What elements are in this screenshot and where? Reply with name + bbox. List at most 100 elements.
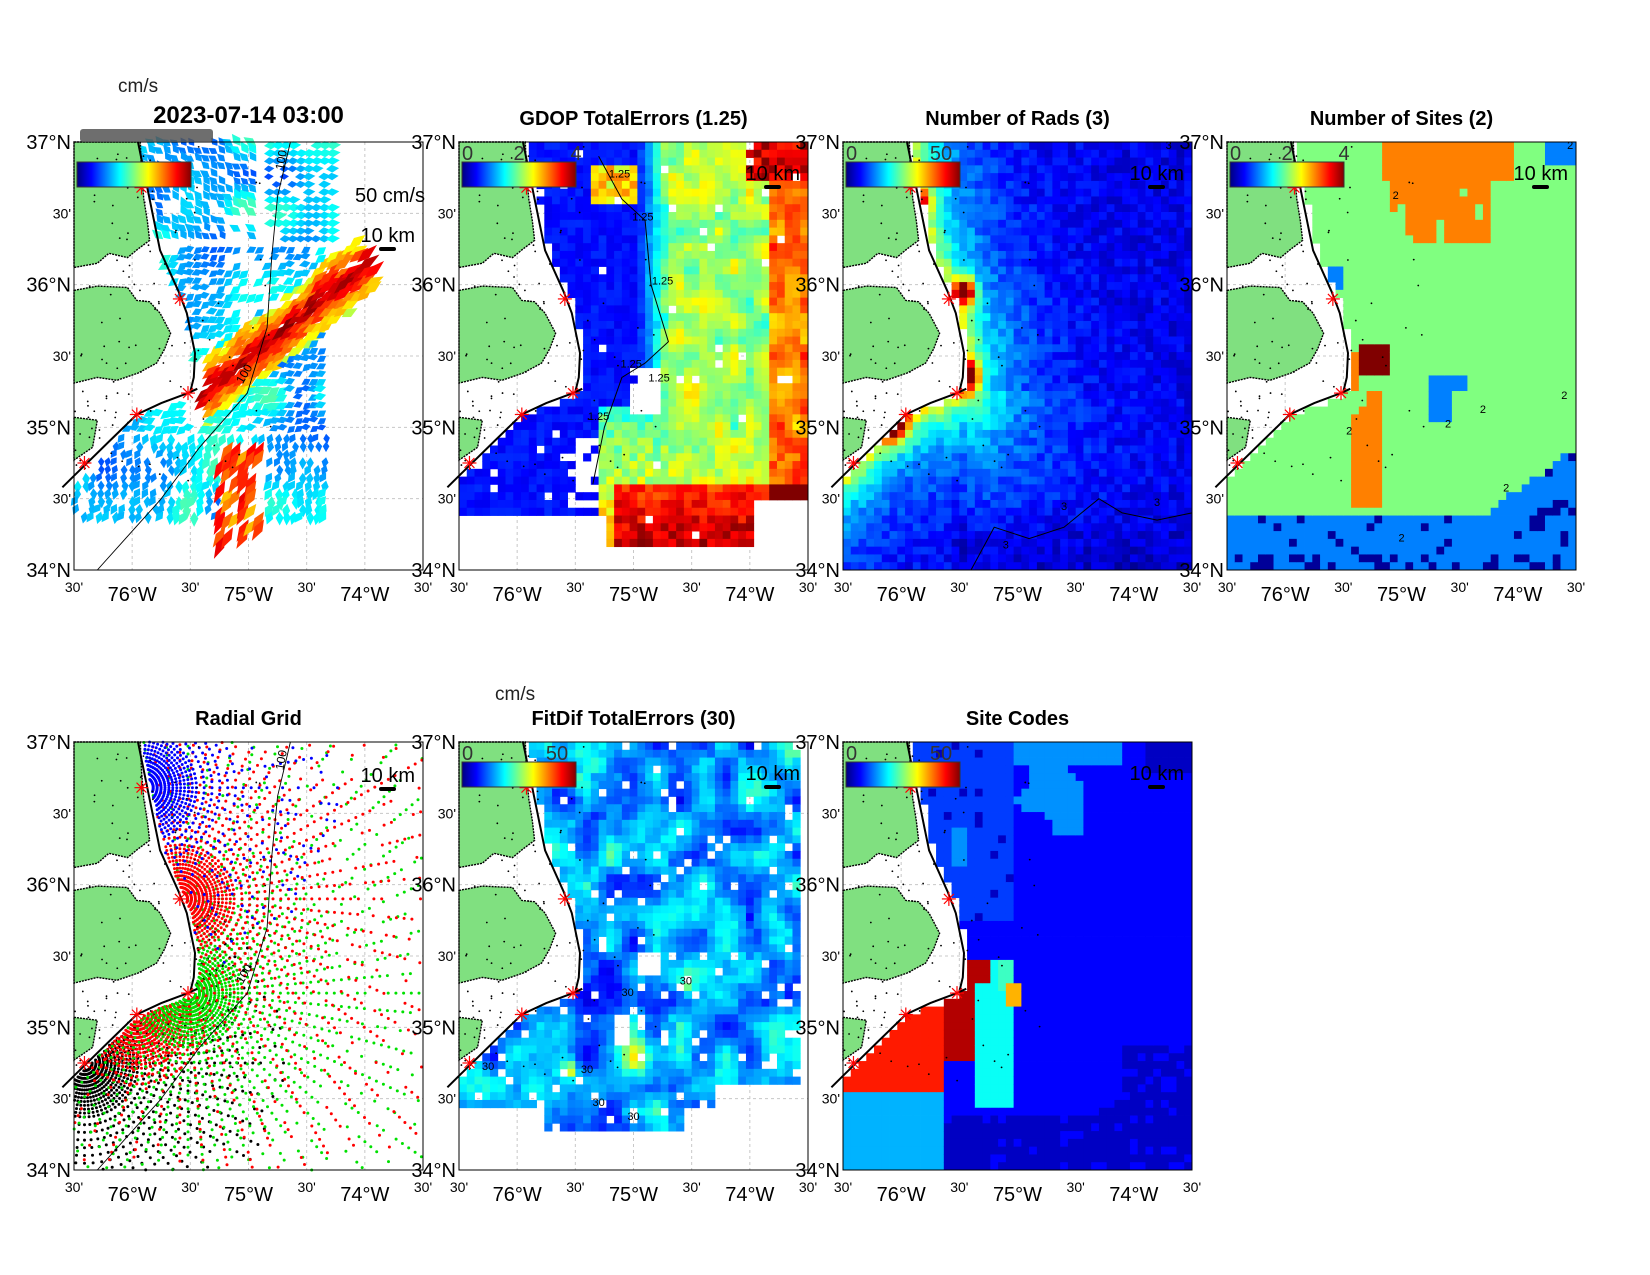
data-cell — [769, 328, 778, 337]
data-cell — [761, 445, 770, 454]
data-cell — [1036, 173, 1046, 182]
data-cell — [745, 383, 755, 392]
current-vector-arrow — [317, 488, 327, 499]
current-vector-arrow — [326, 250, 342, 263]
marsh-speckle — [503, 340, 506, 343]
data-cell — [753, 157, 762, 166]
data-cell — [528, 476, 537, 485]
data-cell — [1067, 142, 1077, 151]
data-cell — [1021, 391, 1030, 400]
data-cell — [1013, 188, 1022, 197]
data-cell — [552, 243, 561, 252]
data-cell — [1122, 212, 1131, 221]
data-cell — [730, 212, 739, 221]
data-cell — [691, 445, 700, 454]
data-cell — [590, 258, 599, 267]
data-cell — [583, 406, 592, 415]
data-cell — [1098, 499, 1108, 509]
lat-tick-label: 34°N — [795, 560, 840, 582]
data-cell — [874, 515, 883, 524]
data-cell — [583, 157, 592, 166]
current-vector-arrow — [129, 464, 137, 476]
data-cell — [897, 484, 906, 493]
data-cell — [598, 313, 607, 322]
data-cell — [505, 476, 514, 485]
data-cell — [714, 429, 724, 439]
data-cell — [990, 204, 999, 213]
data-cell — [784, 297, 793, 306]
current-vector-arrow — [196, 496, 204, 510]
data-cell — [637, 336, 646, 345]
current-vector-arrow — [310, 149, 325, 158]
data-cell — [583, 367, 592, 376]
data-cell — [1060, 305, 1069, 314]
data-cell — [1005, 344, 1015, 353]
data-cell — [889, 499, 898, 509]
data-cell — [800, 359, 809, 369]
data-cell — [889, 562, 898, 571]
data-cell — [1122, 219, 1131, 228]
data-cell — [1067, 359, 1077, 369]
current-vector-arrow — [292, 370, 303, 377]
data-cell — [928, 429, 937, 439]
data-cell — [544, 499, 553, 509]
data-cell — [1153, 165, 1162, 174]
current-vector-arrow — [175, 480, 184, 494]
data-cell — [1168, 157, 1177, 166]
colorbar-tick-label: 4 — [570, 143, 581, 165]
marsh-speckle — [534, 250, 537, 253]
data-cell — [683, 173, 693, 182]
data-cell — [1176, 219, 1185, 228]
data-cell — [683, 274, 693, 283]
data-cell — [1129, 336, 1139, 345]
data-cell — [1145, 165, 1154, 174]
current-vector-arrow — [180, 441, 189, 455]
current-vector-arrow — [310, 141, 326, 150]
data-cell — [614, 274, 623, 283]
data-cell — [621, 336, 631, 345]
data-cell — [1160, 219, 1170, 228]
current-vector-arrow — [172, 144, 179, 154]
data-cell — [645, 445, 654, 454]
data-cell — [722, 461, 731, 470]
current-vector-arrow — [283, 285, 295, 294]
data-cell — [1122, 305, 1131, 314]
data-cell — [1129, 305, 1139, 314]
data-cell — [745, 352, 755, 361]
data-cell — [1005, 414, 1015, 423]
data-cell — [1005, 282, 1015, 291]
data-cell — [850, 515, 859, 524]
data-cell — [660, 188, 669, 197]
data-cell — [707, 266, 716, 275]
data-cell — [1075, 196, 1084, 205]
data-cell — [1075, 554, 1084, 563]
current-vector-arrow — [173, 401, 187, 409]
data-cell — [683, 515, 693, 524]
data-cell — [753, 320, 762, 330]
data-cell — [1013, 406, 1022, 415]
data-cell — [691, 499, 700, 509]
data-cell — [1083, 515, 1092, 524]
data-cell — [1060, 391, 1069, 400]
data-cell — [928, 499, 937, 509]
data-cell — [889, 507, 898, 516]
data-cell — [1168, 562, 1177, 571]
data-cell — [881, 453, 890, 462]
data-cell — [645, 468, 654, 478]
data-cell — [691, 235, 700, 244]
current-vector-arrow — [302, 149, 317, 158]
data-cell — [936, 196, 945, 205]
data-cell — [1122, 157, 1131, 166]
data-cell — [1044, 538, 1053, 548]
current-vector-arrow — [166, 261, 179, 269]
current-vector-arrow — [302, 180, 316, 189]
data-cell — [1106, 266, 1115, 275]
data-cell — [691, 142, 700, 151]
data-cell — [528, 149, 537, 158]
lat-tick-label: 35°N — [411, 417, 456, 439]
data-cell — [683, 305, 693, 314]
data-cell — [1106, 398, 1115, 407]
data-cell — [1160, 173, 1170, 182]
data-cell — [967, 398, 976, 407]
data-cell — [621, 320, 631, 330]
